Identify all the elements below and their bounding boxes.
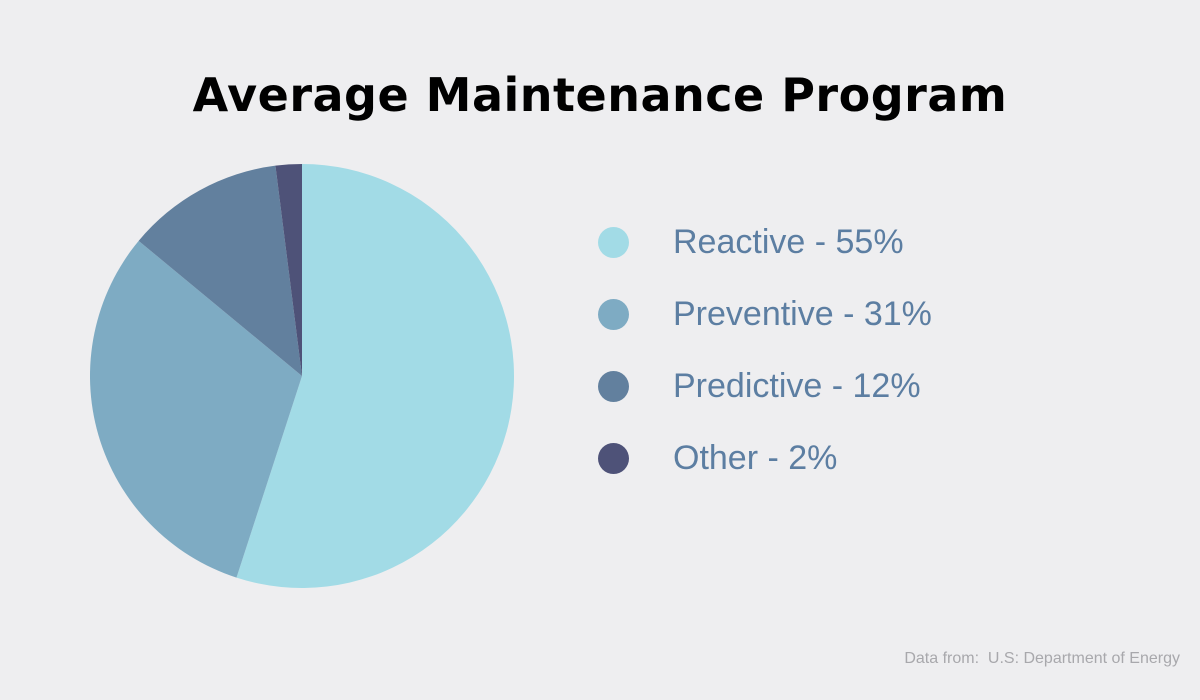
- pie-chart: [88, 162, 516, 590]
- legend-item-predictive: Predictive - 12%: [598, 350, 932, 422]
- pie-chart-svg: [89, 164, 514, 588]
- pie-slice-reactive: [236, 164, 514, 588]
- legend-swatch-reactive: [598, 226, 629, 258]
- legend-swatch-predictive: [598, 370, 629, 402]
- legend-swatch-other: [598, 442, 629, 474]
- legend-label-preventive: Preventive - 31%: [673, 294, 932, 333]
- legend-label-other: Other - 2%: [673, 438, 838, 477]
- legend-item-preventive: Preventive - 31%: [598, 278, 932, 350]
- source-note: Data from: U.S: Department of Energy: [904, 650, 1180, 667]
- chart-title: Average Maintenance Program: [192, 68, 1008, 122]
- pie-slice-other: [275, 164, 302, 376]
- pie-slice-preventive: [89, 240, 303, 578]
- legend-item-other: Other - 2%: [598, 422, 932, 494]
- legend-swatch-preventive: [598, 298, 629, 330]
- pie-slice-predictive: [138, 165, 302, 376]
- legend-label-reactive: Reactive - 55%: [673, 222, 904, 261]
- legend-item-reactive: Reactive - 55%: [598, 206, 932, 278]
- legend-label-predictive: Predictive - 12%: [673, 366, 921, 405]
- legend: Reactive - 55% Preventive - 31% Predicti…: [598, 206, 932, 494]
